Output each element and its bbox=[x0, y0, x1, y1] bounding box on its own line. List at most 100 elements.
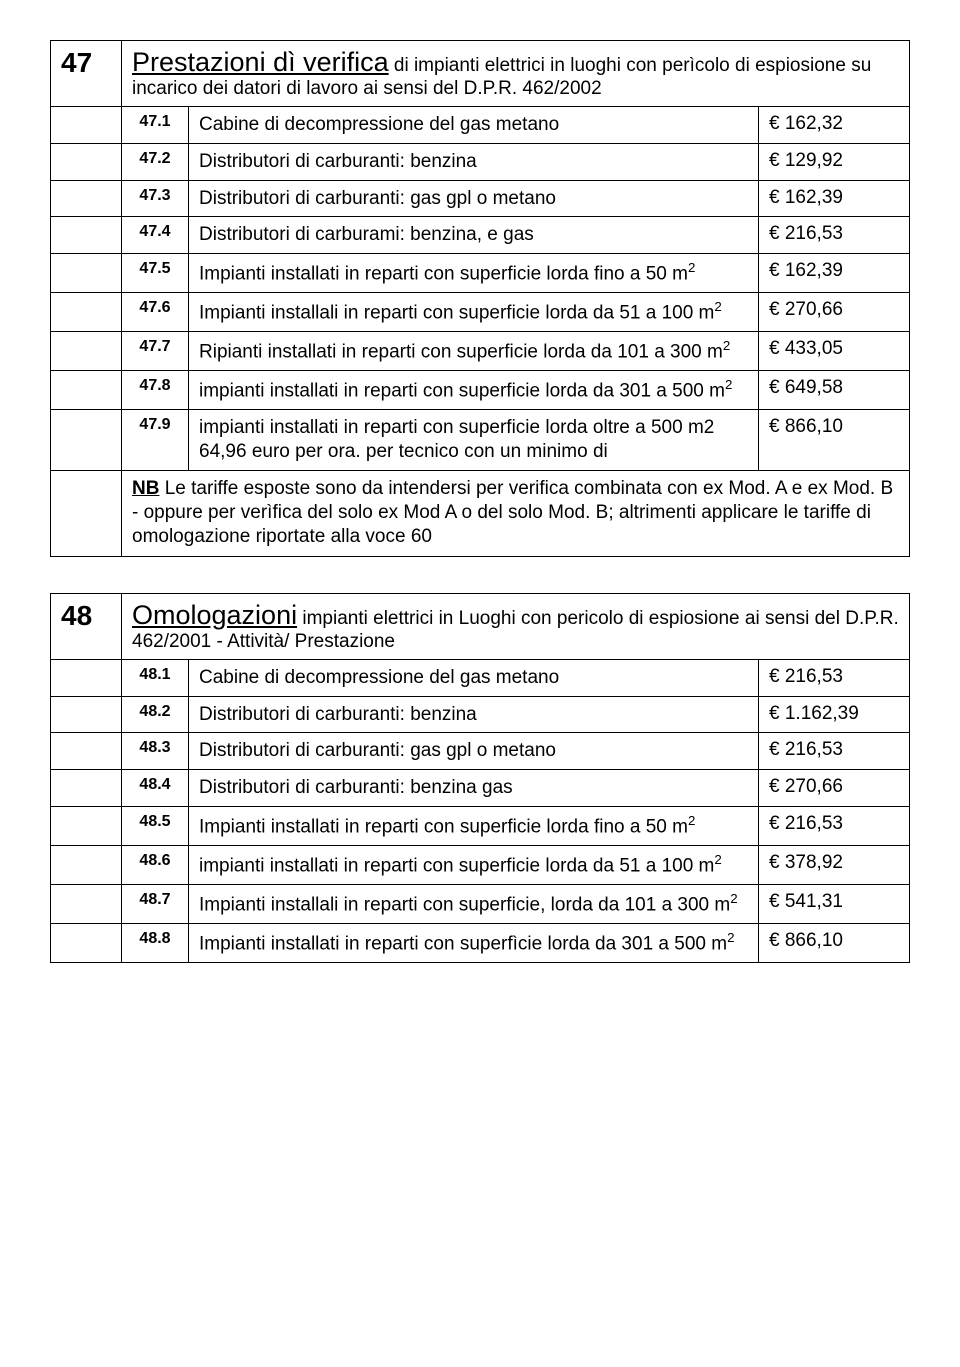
table-row: 48.4Distributori di carburanti: benzina … bbox=[51, 770, 910, 807]
row-price: € 649,58 bbox=[759, 371, 910, 410]
row-spacer bbox=[51, 659, 122, 696]
row-spacer bbox=[51, 107, 122, 144]
row-desc: Distributori di carburami: benzina, e ga… bbox=[189, 217, 759, 254]
superscript: 2 bbox=[730, 891, 737, 906]
row-price: € 216,53 bbox=[759, 217, 910, 254]
section-47-table: 47 Prestazioni dì verifica di impianti e… bbox=[50, 40, 910, 557]
row-spacer bbox=[51, 806, 122, 845]
row-id: 48.4 bbox=[122, 770, 189, 807]
row-desc: Impianti installati in reparti con super… bbox=[189, 254, 759, 293]
section-47-note-nb: NB bbox=[132, 478, 159, 499]
row-price: € 433,05 bbox=[759, 332, 910, 371]
row-price: € 129,92 bbox=[759, 143, 910, 180]
row-desc: Distributori di carburanti: gas gpl o me… bbox=[189, 180, 759, 217]
row-id: 47.7 bbox=[122, 332, 189, 371]
row-id: 48.3 bbox=[122, 733, 189, 770]
table-row: 48.3Distributori di carburanti: gas gpl … bbox=[51, 733, 910, 770]
row-id: 48.5 bbox=[122, 806, 189, 845]
row-desc: Impianti installati in reparti con super… bbox=[189, 923, 759, 962]
row-price: € 162,39 bbox=[759, 180, 910, 217]
row-price: € 270,66 bbox=[759, 293, 910, 332]
row-spacer bbox=[51, 254, 122, 293]
row-spacer bbox=[51, 180, 122, 217]
row-id: 48.8 bbox=[122, 923, 189, 962]
row-desc: Impianti installali in reparti con super… bbox=[189, 884, 759, 923]
row-id: 47.6 bbox=[122, 293, 189, 332]
section-47-title-big: Prestazioni dì verifica bbox=[132, 47, 389, 77]
row-desc: impianti installati in reparti con super… bbox=[189, 845, 759, 884]
superscript: 2 bbox=[688, 813, 695, 828]
row-price: € 866,10 bbox=[759, 410, 910, 471]
superscript: 2 bbox=[723, 338, 730, 353]
section-48-number: 48 bbox=[51, 593, 122, 659]
row-price: € 378,92 bbox=[759, 845, 910, 884]
row-id: 47.5 bbox=[122, 254, 189, 293]
row-desc: Distributori di carburanti: benzina gas bbox=[189, 770, 759, 807]
row-id: 48.1 bbox=[122, 659, 189, 696]
row-desc: Distributori di carburanti: gas gpl o me… bbox=[189, 733, 759, 770]
table-row: 48.2Distributori di carburanti: benzina€… bbox=[51, 696, 910, 733]
section-47-number: 47 bbox=[51, 41, 122, 107]
row-spacer bbox=[51, 696, 122, 733]
row-desc: Distributori di carburanti: benzina bbox=[189, 143, 759, 180]
row-id: 48.7 bbox=[122, 884, 189, 923]
row-desc: Ripianti installati in reparti con super… bbox=[189, 332, 759, 371]
section-48-table: 48 Omologazioni impianti elettrici in Lu… bbox=[50, 593, 910, 963]
row-id: 47.1 bbox=[122, 107, 189, 144]
row-price: € 162,32 bbox=[759, 107, 910, 144]
row-id: 48.2 bbox=[122, 696, 189, 733]
row-spacer bbox=[51, 770, 122, 807]
row-spacer bbox=[51, 845, 122, 884]
table-row: 48.1Cabine di decompressione del gas met… bbox=[51, 659, 910, 696]
row-id: 47.2 bbox=[122, 143, 189, 180]
row-spacer bbox=[51, 143, 122, 180]
row-price: € 866,10 bbox=[759, 923, 910, 962]
table-row: 47.7Ripianti installati in reparti con s… bbox=[51, 332, 910, 371]
row-desc: impianti installati in reparti con super… bbox=[189, 371, 759, 410]
superscript: 2 bbox=[688, 260, 695, 275]
superscript: 2 bbox=[725, 377, 732, 392]
table-row: 47.1Cabine di decompressione del gas met… bbox=[51, 107, 910, 144]
table-row: 47.6Impianti installali in reparti con s… bbox=[51, 293, 910, 332]
table-row: 48.8Impianti installati in reparti con s… bbox=[51, 923, 910, 962]
section-48-title: Omologazioni impianti elettrici in Luogh… bbox=[122, 593, 910, 659]
table-row: 47.9impianti installati in reparti con s… bbox=[51, 410, 910, 471]
row-id: 47.8 bbox=[122, 371, 189, 410]
row-desc: Distributori di carburanti: benzina bbox=[189, 696, 759, 733]
table-row: 47.3Distributori di carburanti: gas gpl … bbox=[51, 180, 910, 217]
row-spacer bbox=[51, 371, 122, 410]
row-price: € 216,53 bbox=[759, 806, 910, 845]
row-id: 48.6 bbox=[122, 845, 189, 884]
section-47-title: Prestazioni dì verifica di impianti elet… bbox=[122, 41, 910, 107]
superscript: 2 bbox=[714, 852, 721, 867]
row-id: 47.9 bbox=[122, 410, 189, 471]
section-47-note: NB Le tariffe esposte sono da intendersi… bbox=[122, 470, 910, 556]
table-row: 48.7Impianti installali in reparti con s… bbox=[51, 884, 910, 923]
table-row: 48.6impianti installati in reparti con s… bbox=[51, 845, 910, 884]
section-47-note-spacer bbox=[51, 470, 122, 556]
table-row: 47.8impianti installati in reparti con s… bbox=[51, 371, 910, 410]
row-price: € 162,39 bbox=[759, 254, 910, 293]
row-price: € 216,53 bbox=[759, 659, 910, 696]
row-price: € 216,53 bbox=[759, 733, 910, 770]
row-spacer bbox=[51, 733, 122, 770]
table-row: 47.5Impianti installati in reparti con s… bbox=[51, 254, 910, 293]
table-row: 47.2Distributori di carburanti: benzina€… bbox=[51, 143, 910, 180]
table-row: 47.4Distributori di carburami: benzina, … bbox=[51, 217, 910, 254]
row-id: 47.3 bbox=[122, 180, 189, 217]
row-desc: Impianti installali in reparti con super… bbox=[189, 293, 759, 332]
row-desc: Cabine di decompressione del gas metano bbox=[189, 659, 759, 696]
row-desc: Cabine di decompressione del gas metano bbox=[189, 107, 759, 144]
row-spacer bbox=[51, 410, 122, 471]
row-spacer bbox=[51, 923, 122, 962]
row-desc: impianti installati in reparti con super… bbox=[189, 410, 759, 471]
row-spacer bbox=[51, 217, 122, 254]
row-price: € 1.162,39 bbox=[759, 696, 910, 733]
superscript: 2 bbox=[714, 299, 721, 314]
row-spacer bbox=[51, 293, 122, 332]
row-spacer bbox=[51, 332, 122, 371]
row-desc: Impianti installati in reparti con super… bbox=[189, 806, 759, 845]
table-row: 48.5Impianti installati in reparti con s… bbox=[51, 806, 910, 845]
section-47-note-text: Le tariffe esposte sono da intendersi pe… bbox=[132, 478, 893, 548]
row-spacer bbox=[51, 884, 122, 923]
